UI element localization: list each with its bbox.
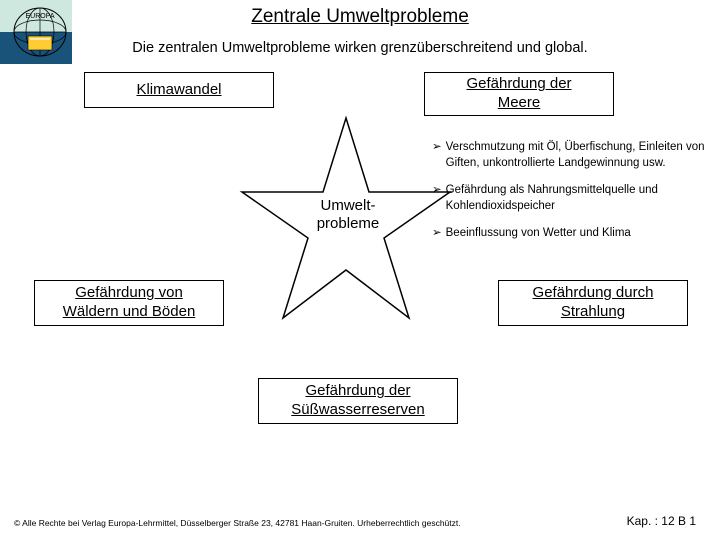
page-subtitle: Die zentralen Umweltprobleme wirken gren… — [0, 40, 720, 56]
star-label-line1: Umwelt- — [321, 197, 376, 214]
bullet-item-1: ➢Gefährdung als Nahrungsmittelquelle und… — [432, 183, 706, 214]
box-waelder-label: Gefährdung vonWäldern und Böden — [63, 284, 196, 322]
box-strahlung: Gefährdung durchStrahlung — [498, 280, 688, 326]
bullet-marker-icon: ➢ — [432, 226, 442, 242]
box-meere-label: Gefährdung derMeere — [466, 75, 571, 113]
box-suesswasser-label: Gefährdung derSüßwasserreserven — [291, 382, 424, 420]
box-klimawandel: Klimawandel — [84, 72, 274, 108]
box-klimawandel-label: Klimawandel — [136, 81, 221, 100]
box-strahlung-label: Gefährdung durchStrahlung — [533, 284, 654, 322]
box-suesswasser: Gefährdung derSüßwasserreserven — [258, 378, 458, 424]
box-waelder: Gefährdung vonWäldern und Böden — [34, 280, 224, 326]
bullet-marker-icon: ➢ — [432, 183, 442, 214]
bullet-text-0: Verschmutzung mit Öl, Überfischung, Einl… — [446, 140, 706, 171]
bullet-text-1: Gefährdung als Nahrungsmittelquelle und … — [446, 183, 706, 214]
center-star-label: Umwelt- probleme — [300, 197, 396, 233]
bullet-list: ➢Verschmutzung mit Öl, Überfischung, Ein… — [432, 140, 706, 254]
bullet-text-2: Beeinflussung von Wetter und Klima — [446, 226, 631, 242]
bullet-item-2: ➢Beeinflussung von Wetter und Klima — [432, 226, 706, 242]
bullet-item-0: ➢Verschmutzung mit Öl, Überfischung, Ein… — [432, 140, 706, 171]
footer-copyright: © Alle Rechte bei Verlag Europa-Lehrmitt… — [14, 518, 461, 528]
page-title: Zentrale Umweltprobleme — [0, 6, 720, 28]
page-title-text: Zentrale Umweltprobleme — [251, 6, 469, 27]
footer-chapter: Kap. : 12 B 1 — [627, 514, 696, 528]
bullet-marker-icon: ➢ — [432, 140, 442, 171]
star-label-line2: probleme — [317, 215, 380, 232]
slide-root: EUROPA Zentrale Umweltprobleme Die zentr… — [0, 0, 720, 540]
box-meere: Gefährdung derMeere — [424, 72, 614, 116]
